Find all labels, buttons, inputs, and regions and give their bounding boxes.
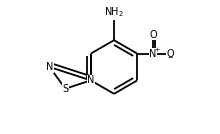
Text: N: N — [87, 75, 95, 85]
Text: O: O — [166, 49, 174, 59]
Text: N: N — [46, 62, 53, 72]
Text: N: N — [149, 49, 156, 59]
Text: O: O — [150, 29, 158, 40]
Text: S: S — [62, 84, 68, 94]
Text: NH$_2$: NH$_2$ — [104, 6, 124, 19]
Text: −: − — [167, 55, 173, 61]
Text: +: + — [154, 47, 160, 53]
